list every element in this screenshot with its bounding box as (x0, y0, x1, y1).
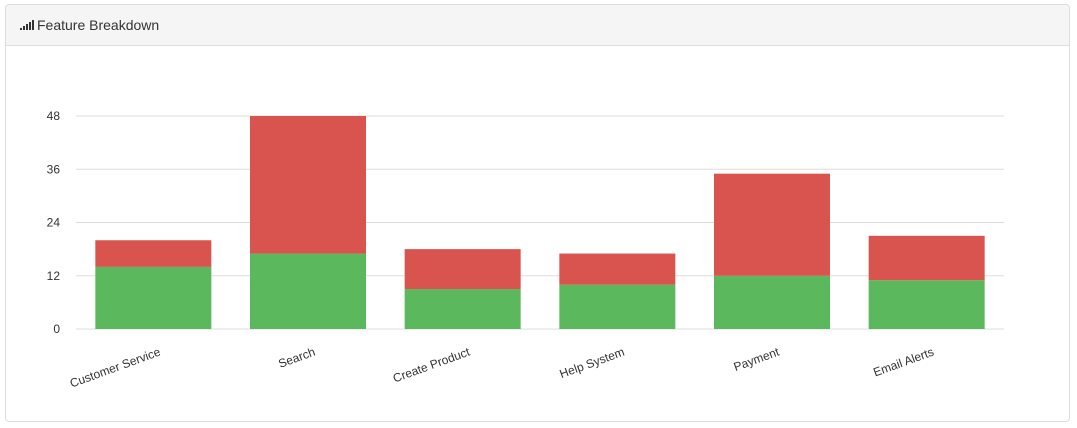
bar-segment (559, 253, 676, 285)
bar-segment (868, 280, 985, 329)
feature-breakdown-panel: Feature Breakdown 0 12 24 36 48 Customer Serv… (5, 4, 1070, 422)
bar-segment (95, 240, 212, 267)
x-tick-label: Payment (732, 344, 782, 374)
y-tick-label: 48 (47, 109, 61, 123)
bar-segment (250, 116, 366, 254)
bar-segment (404, 249, 521, 290)
x-tick-label: Customer Service (68, 345, 163, 391)
bar-segment (95, 266, 212, 329)
signal-bars-icon (20, 20, 34, 30)
bar-segment (714, 275, 830, 329)
y-tick-label: 0 (53, 322, 60, 336)
stacked-bar-chart: 0 12 24 36 48 Customer Service Search Create Pr… (47, 109, 1004, 391)
bar-segment (868, 235, 985, 281)
y-tick-label: 36 (47, 162, 61, 176)
y-tick-label: 12 (47, 269, 61, 283)
chart-area: 0 12 24 36 48 Customer Service Search Create Pr… (6, 46, 1069, 421)
x-tick-label: Help System (558, 345, 627, 381)
bar-segment (559, 284, 676, 329)
x-tick-label: Search (277, 345, 318, 371)
x-tick-label: Create Product (391, 344, 472, 385)
panel-heading: Feature Breakdown (6, 5, 1069, 46)
bar-segment (404, 289, 521, 329)
bar-segment (250, 253, 366, 329)
y-tick-label: 24 (47, 216, 61, 230)
bar-segment (714, 173, 830, 276)
panel-title: Feature Breakdown (37, 17, 160, 33)
x-tick-label: Email Alerts (871, 345, 935, 380)
